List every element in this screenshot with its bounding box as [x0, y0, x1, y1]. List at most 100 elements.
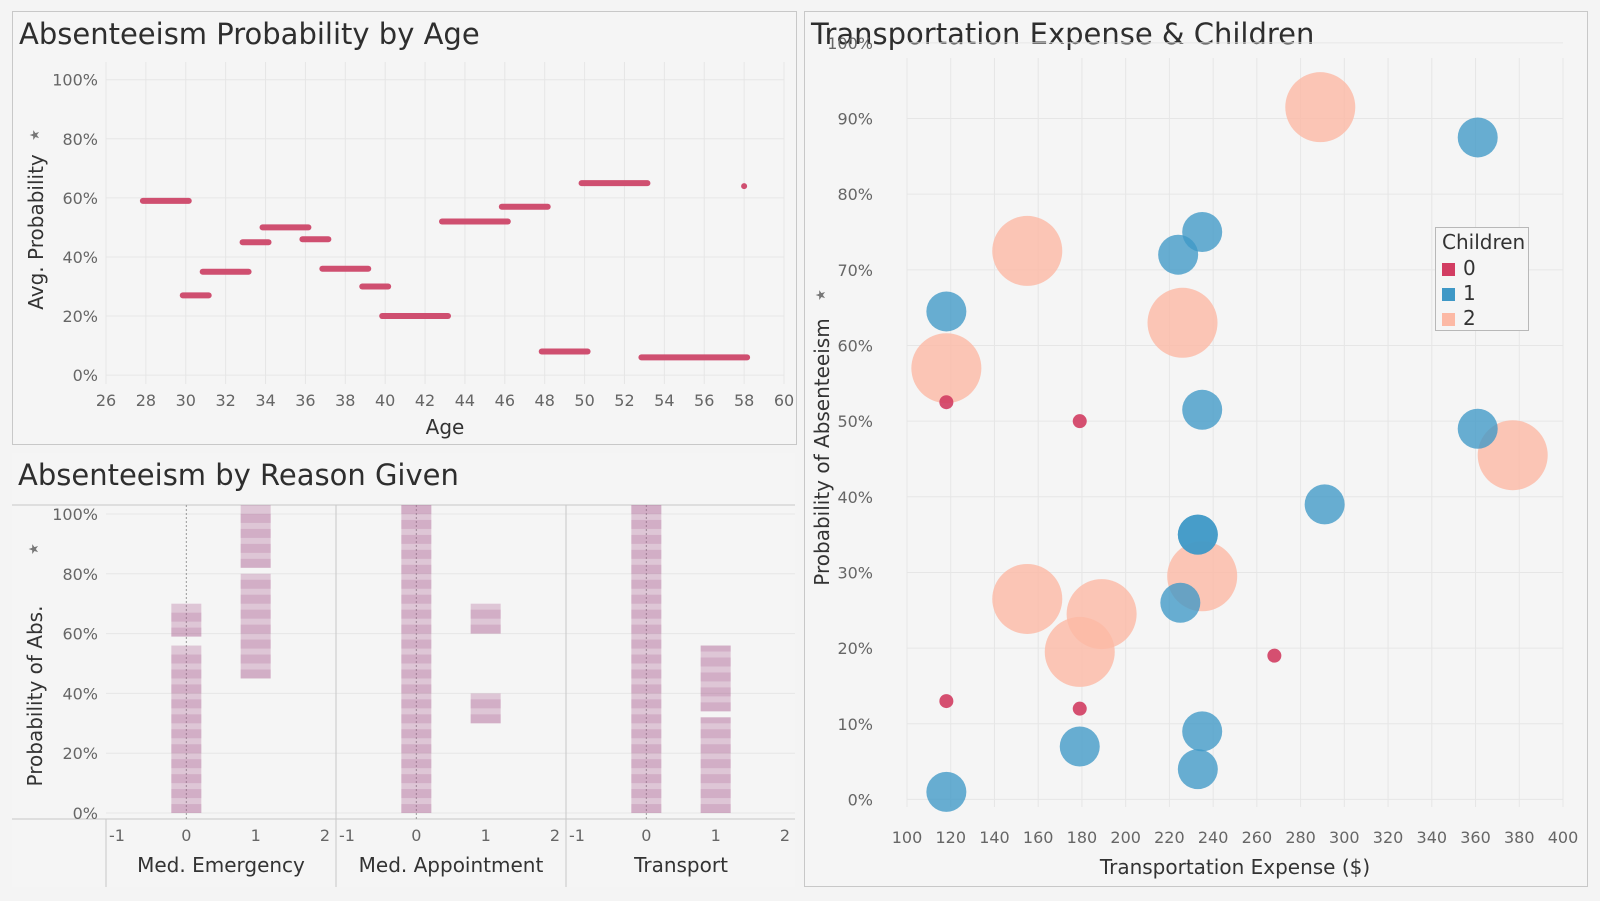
transport-y-tick-label: 90% — [837, 110, 873, 129]
transport-y-tick-label: 60% — [837, 336, 873, 355]
age-y-tick-label: 0% — [73, 366, 98, 385]
reason-strip-band — [700, 804, 731, 814]
reason-strip-band — [631, 564, 662, 574]
reason-strip-band — [240, 639, 271, 649]
reason-y-tick-label: 100% — [52, 505, 98, 524]
reason-strip — [631, 505, 662, 814]
transport-chart: 0%10%20%30%40%50%60%70%80%90%100%100 120 1… — [810, 34, 1579, 879]
reason-strip-band — [470, 714, 501, 724]
point-children-1 — [1182, 212, 1223, 253]
age-x-tick-label: 50 — [574, 391, 594, 410]
reason-panel: Absenteeism by Reason Given 0% 20% 40% 60% 8… — [12, 453, 795, 887]
transport-x-tick-label: 380 — [1504, 828, 1535, 847]
transport-x-tick-label: 120 — [935, 828, 966, 847]
transport-x-tick-label: 200 — [1110, 828, 1141, 847]
reason-strip-band — [401, 684, 432, 694]
reason-strip-band — [631, 594, 662, 604]
point-children-1 — [1304, 484, 1345, 525]
age-point — [741, 183, 748, 190]
reason-chart: 0% 20% 40% 60% 80% 100% Probability of Abs. ★ -1… — [12, 504, 795, 887]
age-x-tick-label: 26 — [96, 391, 116, 410]
age-x-tick-label: 48 — [535, 391, 555, 410]
age-x-tick-label: 30 — [176, 391, 196, 410]
reason-strip-band — [700, 645, 731, 652]
transport-x-tick-label: 400 — [1548, 828, 1579, 847]
reason-strip-band — [171, 774, 202, 784]
point-children-2 — [1147, 287, 1218, 358]
reason-strip-band — [401, 654, 432, 664]
transport-x-tick-label: 140 — [979, 828, 1010, 847]
age-x-tick-label: 38 — [335, 391, 355, 410]
age-y-axis-title: Avg. Probability — [24, 154, 48, 310]
reason-strip-band — [171, 669, 202, 679]
reason-x-tick-label: 0 — [411, 826, 421, 845]
facet-label: Transport — [633, 853, 728, 877]
children-legend[interactable]: Children 0 1 2 — [1435, 227, 1529, 331]
age-x-tick-label: 52 — [614, 391, 634, 410]
facet-label: Med. Appointment — [359, 853, 544, 877]
reason-strip-band — [171, 684, 202, 694]
reason-strip-band — [240, 558, 271, 568]
legend-item-1[interactable]: 1 — [1442, 281, 1476, 305]
reason-strip-band — [401, 669, 432, 679]
legend-item-0[interactable]: 0 — [1442, 256, 1476, 280]
reason-strip-band — [401, 699, 432, 709]
reason-strip-band — [240, 669, 271, 679]
transport-y-tick-label: 10% — [837, 715, 873, 734]
reason-strip-band — [401, 564, 432, 574]
reason-strip-band — [631, 714, 662, 724]
reason-strip-band — [401, 729, 432, 739]
reason-strip-band — [631, 759, 662, 769]
reason-strip-band — [401, 774, 432, 784]
point-children-2 — [992, 563, 1063, 634]
age-x-axis-title: Age — [426, 415, 465, 439]
reason-strip-band — [631, 609, 662, 619]
reason-strip — [700, 717, 731, 814]
point-children-1 — [926, 291, 967, 332]
reason-strip-band — [401, 789, 432, 799]
reason-strip-band — [240, 513, 271, 523]
reason-strip-band — [470, 699, 501, 709]
reason-strip — [240, 505, 271, 568]
reason-y-tick-label: 0% — [73, 804, 98, 823]
legend-label-1: 1 — [1463, 281, 1476, 305]
transport-y-tick-label: 20% — [837, 639, 873, 658]
point-children-1 — [1160, 582, 1201, 623]
age-x-tick-label: 42 — [415, 391, 435, 410]
reason-x-tick-label: -1 — [569, 826, 585, 845]
reason-strip-band — [631, 744, 662, 754]
age-y-tick-label: 80% — [62, 130, 98, 149]
reason-strip-band — [631, 519, 662, 529]
reason-strip — [470, 693, 501, 724]
age-y-tick-label: 40% — [62, 248, 98, 267]
transport-x-tick-label: 220 — [1154, 828, 1185, 847]
reason-strip-band — [401, 549, 432, 559]
pin-icon: ★ — [814, 289, 829, 301]
transport-x-tick-label: 320 — [1373, 828, 1404, 847]
reason-strip — [240, 573, 271, 679]
reason-strip-band — [171, 729, 202, 739]
reason-strip-band — [240, 594, 271, 604]
point-children-0 — [1072, 414, 1087, 429]
reason-strip-band — [171, 714, 202, 724]
reason-x-tick-label: 1 — [481, 826, 491, 845]
reason-strip-band — [631, 534, 662, 544]
reason-y-axis-title: Probability of Abs. — [23, 606, 47, 787]
point-children-2 — [992, 215, 1063, 286]
reason-strip-band — [631, 699, 662, 709]
point-children-0 — [1267, 648, 1282, 663]
reason-strip — [401, 505, 432, 814]
transport-y-tick-label: 30% — [837, 563, 873, 582]
legend-title: Children — [1442, 230, 1526, 254]
age-y-tick-label: 60% — [62, 189, 98, 208]
pin-icon: ★ — [28, 129, 43, 141]
age-x-tick-label: 44 — [455, 391, 475, 410]
reason-strip-band — [401, 579, 432, 589]
age-x-tick-label: 58 — [734, 391, 754, 410]
age-x-tick-label: 46 — [495, 391, 515, 410]
reason-strip-band — [631, 684, 662, 694]
transport-y-axis-title: Probability of Absenteeism — [810, 318, 834, 585]
reason-strip-band — [700, 657, 731, 667]
legend-item-2[interactable]: 2 — [1442, 306, 1476, 330]
point-children-2 — [911, 333, 982, 404]
